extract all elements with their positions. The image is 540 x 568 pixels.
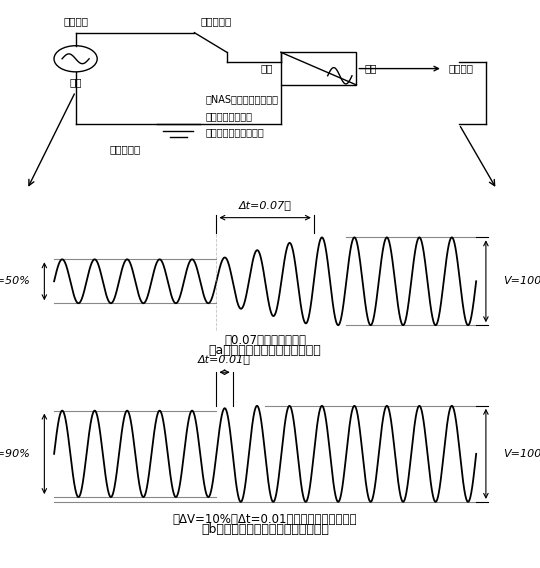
Text: 交流: 交流 [69, 77, 82, 87]
Text: 重要負荷: 重要負荷 [448, 64, 473, 74]
Text: （a）　電力系統側の電圧波形例: （a） 電力系統側の電圧波形例 [209, 344, 321, 357]
Text: 採用されつつある。）: 採用されつつある。） [205, 127, 264, 137]
Text: （b）　対策付きの部分の電圧波形例: （b） 対策付きの部分の電圧波形例 [201, 523, 329, 536]
Text: （0.07秒程度が最短）: （0.07秒程度が最短） [224, 334, 306, 347]
Text: バッテリー: バッテリー [109, 144, 140, 154]
Text: V=90%: V=90% [0, 449, 30, 459]
Text: V=100%: V=100% [504, 276, 540, 286]
Text: V=100%: V=100% [504, 449, 540, 459]
Text: （ΔV=10%、Δt=0.01秒程度が必要になる）: （ΔV=10%、Δt=0.01秒程度が必要になる） [173, 513, 357, 526]
Text: V=50%: V=50% [0, 276, 30, 286]
Text: 交流: 交流 [364, 64, 377, 74]
Text: 直流: 直流 [260, 64, 273, 74]
Text: 商用電源: 商用電源 [63, 16, 88, 26]
Text: Δt=0.07秒: Δt=0.07秒 [239, 200, 292, 210]
Bar [281, 52, 356, 85]
Text: Δt=0.01秒: Δt=0.01秒 [198, 354, 251, 364]
Text: （NAS電池、レドックス: （NAS電池、レドックス [205, 94, 278, 105]
Text: フロー電池なども: フロー電池なども [205, 111, 252, 121]
Text: 高速開閉器: 高速開閉器 [200, 16, 232, 26]
